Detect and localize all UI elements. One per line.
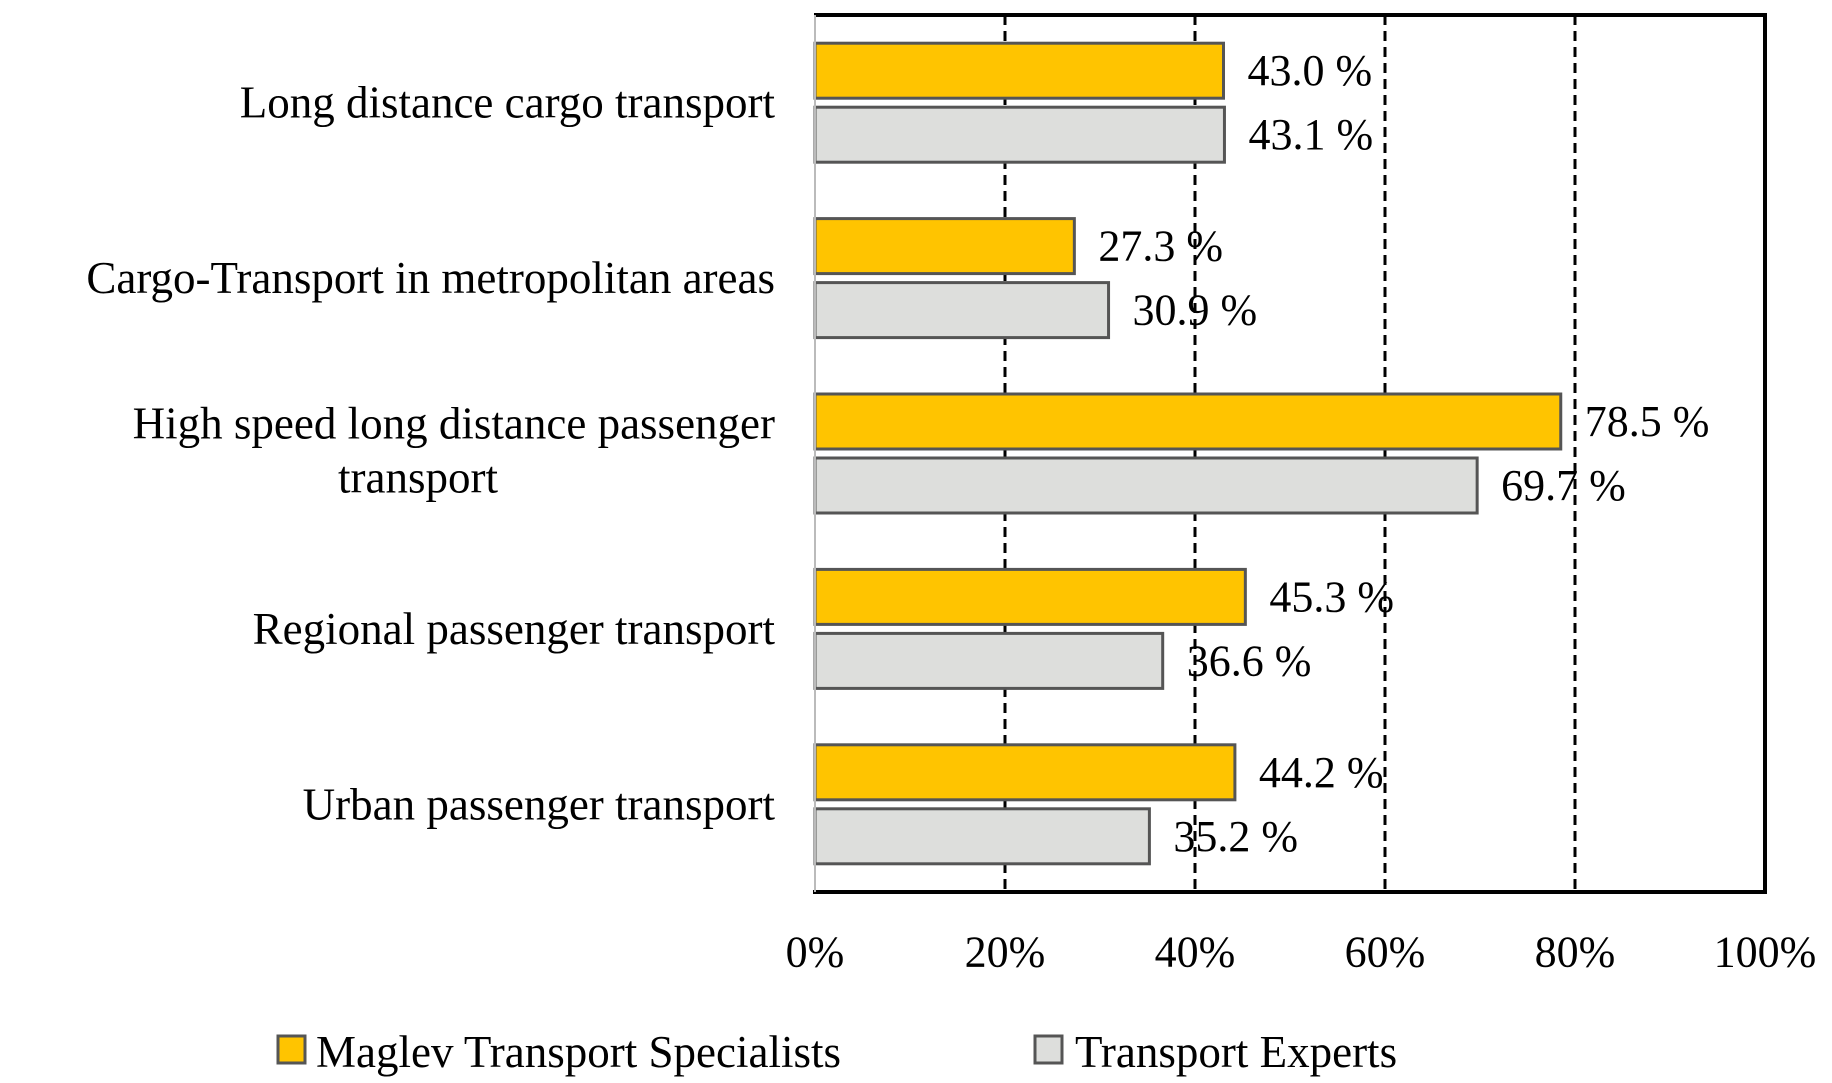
bar-maglev-specialists-4 — [813, 743, 1237, 802]
bar-transport-experts-4 — [813, 807, 1151, 866]
bar-transport-experts-0 — [813, 105, 1226, 164]
data-label: 69.7 % — [1501, 461, 1626, 510]
legend-swatch-maglev-specialists — [276, 1034, 307, 1065]
bar-maglev-specialists-2 — [813, 392, 1563, 451]
category-label: transport — [338, 453, 498, 503]
data-label: 43.1 % — [1248, 110, 1373, 159]
x-tick-label: 60% — [1345, 928, 1426, 977]
legend-label-maglev-specialists: Maglev Transport Specialists — [316, 1027, 841, 1077]
legend-swatch-transport-experts — [1033, 1034, 1064, 1065]
x-tick-label: 80% — [1535, 928, 1616, 977]
data-labels: 43.0 % 43.1 % 27.3 % 30.9 % 78.5 % 69.7 % 45.3… — [1098, 46, 1709, 861]
x-tick-label: 100% — [1714, 928, 1817, 977]
bar-maglev-specialists-1 — [813, 217, 1076, 276]
bar-transport-experts-1 — [813, 281, 1111, 340]
x-tick-label: 40% — [1155, 928, 1236, 977]
data-label: 36.6 % — [1187, 636, 1312, 685]
data-label: 27.3 % — [1098, 222, 1223, 271]
x-tick-label: 20% — [965, 928, 1046, 977]
category-label: Urban passenger transport — [303, 779, 776, 829]
data-label: 35.2 % — [1173, 812, 1298, 861]
x-axis-tick-labels: 0% 20% 40% 60% 80% 100% — [786, 928, 1817, 977]
bar-transport-experts-3 — [813, 631, 1165, 690]
category-label: High speed long distance passenger — [133, 399, 775, 449]
data-label: 43.0 % — [1248, 46, 1373, 95]
category-label: Long distance cargo transport — [240, 78, 776, 128]
bar-maglev-specialists-0 — [813, 41, 1225, 100]
data-label: 44.2 % — [1259, 748, 1384, 797]
category-label: Cargo-Transport in metropolitan areas — [86, 253, 775, 303]
data-label: 45.3 % — [1269, 572, 1394, 621]
legend: Maglev Transport Specialists Transport Ex… — [276, 1027, 1397, 1077]
x-tick-label: 0% — [786, 928, 845, 977]
data-label: 78.5 % — [1585, 397, 1710, 446]
legend-label-transport-experts: Transport Experts — [1075, 1027, 1397, 1077]
bar-maglev-specialists-3 — [813, 567, 1247, 626]
plot-frame — [813, 13, 1767, 894]
bars — [813, 41, 1563, 866]
category-label: Regional passenger transport — [253, 604, 776, 654]
data-label: 30.9 % — [1133, 286, 1258, 335]
bar-transport-experts-2 — [813, 456, 1479, 515]
category-labels: Long distance cargo transport Cargo-Trans… — [86, 78, 775, 830]
